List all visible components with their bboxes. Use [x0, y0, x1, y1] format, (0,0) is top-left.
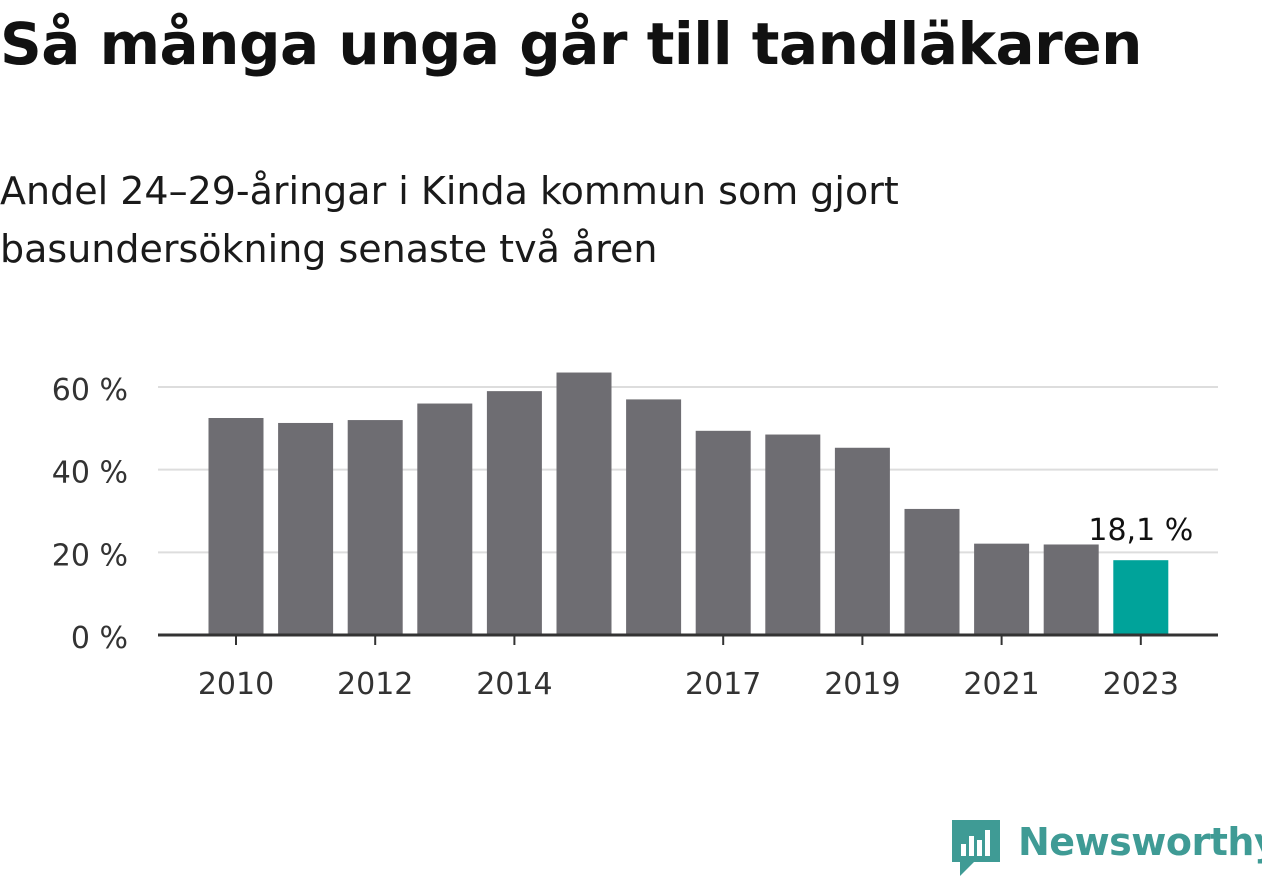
y-tick-label: 20 %: [52, 538, 128, 573]
bar-2019: [834, 447, 890, 635]
brand-name: Newsworthy: [1018, 820, 1262, 864]
bar-2012: [347, 420, 403, 635]
x-tick-label: 2019: [824, 667, 900, 702]
y-tick-label: 60 %: [52, 373, 128, 408]
bar-2017: [695, 430, 751, 635]
x-tick-label: 2017: [685, 667, 761, 702]
chart-title: Så många unga går till tandläkaren: [0, 10, 1142, 78]
x-tick-label: 2012: [337, 667, 413, 702]
x-tick-label: 2023: [1103, 667, 1179, 702]
bar-chart: 0 % 20 % 40 % 60 % 2010 2012 2014 2017 2019 2021 2…: [52, 372, 1218, 702]
bar-2021: [974, 543, 1030, 635]
bar-2022: [1043, 544, 1099, 635]
y-tick-label: 40 %: [52, 456, 128, 491]
value-label: 18,1 %: [1088, 513, 1193, 548]
bar-2010: [208, 418, 264, 635]
bar-2023: [1113, 560, 1169, 635]
x-tick-label: 2014: [476, 667, 552, 702]
bar-2020: [904, 508, 960, 635]
bar-2013: [417, 403, 473, 635]
bar-2016: [626, 399, 682, 635]
bar-2011: [278, 422, 334, 635]
y-tick-label: 0 %: [71, 621, 128, 656]
bar-2018: [765, 434, 821, 635]
bar-2014: [486, 391, 542, 635]
newsworthy-logo-icon: [952, 820, 1000, 876]
chart-subtitle: Andel 24–29-åringar i Kinda kommun som g…: [0, 169, 899, 271]
x-tick-label: 2021: [963, 667, 1039, 702]
bar-2015: [556, 372, 612, 635]
x-tick-label: 2010: [198, 667, 274, 702]
